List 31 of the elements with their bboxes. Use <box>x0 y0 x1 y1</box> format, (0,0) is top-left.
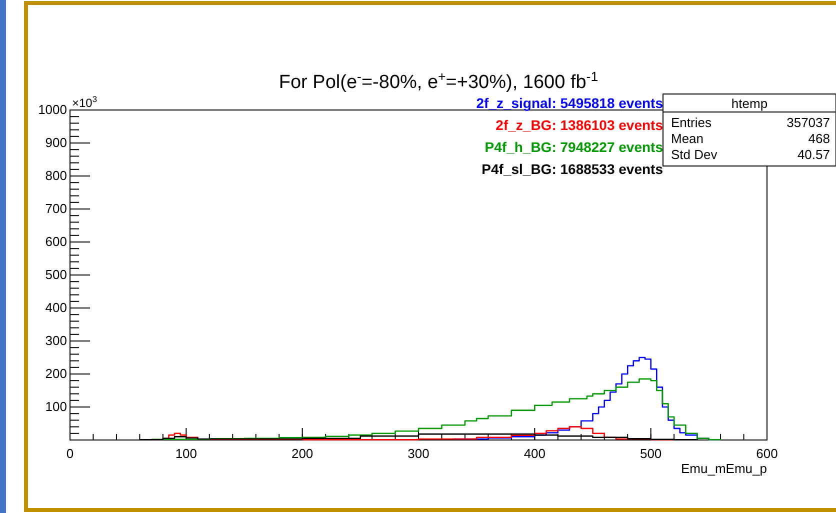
x-tick-label: 500 <box>640 446 662 461</box>
x-axis-title: Emu_mEmu_p <box>681 461 767 476</box>
x-tick-label: 0 <box>66 446 74 461</box>
x-tick-label: 300 <box>408 446 430 461</box>
text: 40.57 <box>797 147 830 162</box>
y-tick-label: 400 <box>45 300 67 315</box>
x-tick-label: 600 <box>756 446 778 461</box>
y-tick-label: 100 <box>45 399 67 414</box>
x-tick-label: 100 <box>175 446 198 461</box>
text: 468 <box>808 131 830 146</box>
chart-title: For Pol(e$^{-}$=-80%, e$^{+}$=+30%), 1600 fb$^{-1}$ <box>278 68 598 93</box>
y-tick-label: 300 <box>45 333 67 348</box>
text: 357037 <box>786 115 830 130</box>
text: 2f_z_signal: 5495818 events <box>476 95 664 111</box>
annotation: ×10$^{3}$ <box>72 94 98 110</box>
y-tick-label: 1000 <box>38 102 67 117</box>
annotation: Mean <box>671 131 704 146</box>
y-tick-label: 800 <box>45 168 67 183</box>
annotation: htemp <box>731 96 768 111</box>
text: P4f_h_BG: 7948227 events <box>484 139 664 155</box>
y-tick-label: 600 <box>45 234 67 249</box>
text: P4f_sl_BG: 1688533 events <box>482 161 664 177</box>
y-tick-label: 200 <box>45 366 67 381</box>
annotation: Std Dev <box>671 147 718 162</box>
annotation: Entries <box>671 115 712 130</box>
y-tick-label: 900 <box>45 135 67 150</box>
x-tick-label: 400 <box>524 446 546 461</box>
y-tick-label: 500 <box>45 267 67 282</box>
x-tick-label: 200 <box>291 446 314 461</box>
y-tick-label: 700 <box>45 201 67 216</box>
text: 2f_z_BG: 1386103 events <box>496 117 664 133</box>
